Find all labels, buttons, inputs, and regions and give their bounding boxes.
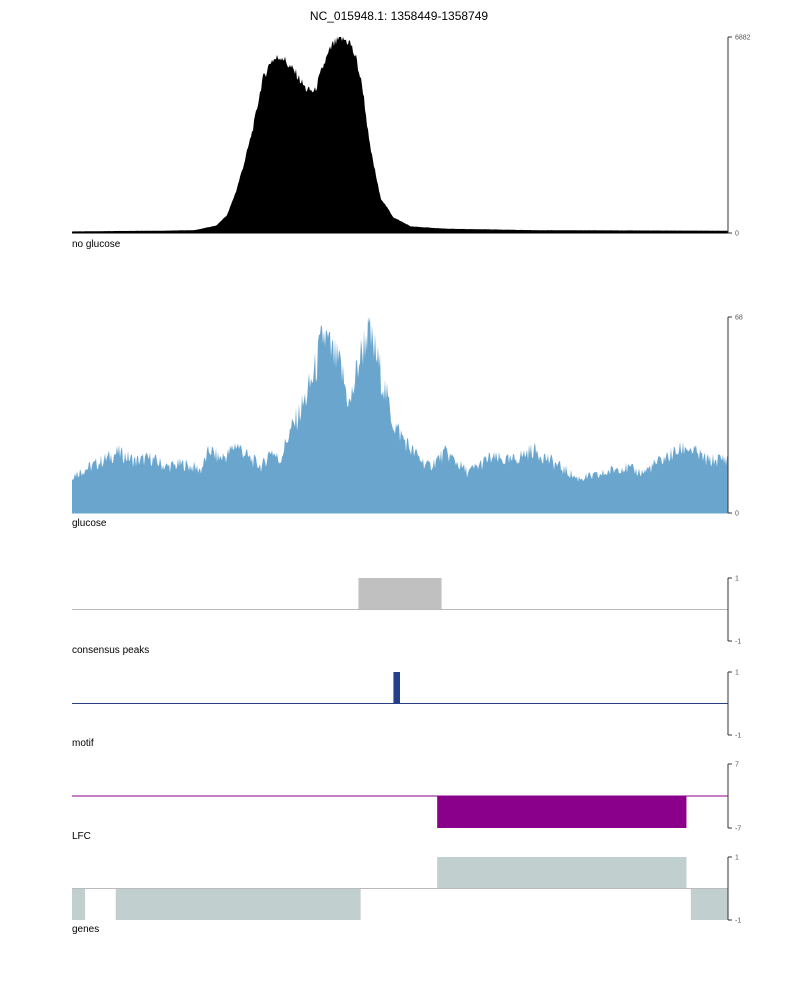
genes-interval-1 (115, 888, 361, 920)
consensus_peaks-y-axis: 1 -1 (727, 576, 741, 646)
no_glucose-coverage-area (72, 37, 728, 233)
consensus_peaks-interval-0 (358, 578, 442, 610)
genes-interval-3 (690, 888, 728, 920)
motif-track-label: motif (72, 738, 94, 749)
consensus_peaks-track-label: consensus peaks (72, 645, 149, 656)
lfc-track-label: LFC (72, 831, 91, 842)
glucose-tick-label: 68 (735, 315, 743, 322)
motif-tick-label: 1 (735, 670, 739, 677)
glucose-track-label: glucose (72, 518, 107, 529)
glucose-coverage-area (72, 317, 728, 513)
lfc-interval-0 (437, 796, 687, 828)
consensus_peaks-tick-label: -1 (735, 639, 741, 646)
no_glucose-tick-label: 6882 (735, 35, 751, 42)
no_glucose-track-label: no glucose (72, 239, 121, 250)
glucose-y-axis: 68 0 (727, 315, 743, 518)
consensus_peaks-tick-label: 1 (735, 576, 739, 583)
genes-interval-0 (72, 888, 86, 920)
no_glucose-tick-label: 0 (735, 231, 739, 238)
glucose-tick-label: 0 (735, 511, 739, 518)
genes-y-axis: 1 -1 (727, 855, 741, 925)
motif-tick-label: -1 (735, 733, 741, 740)
no_glucose-y-axis: 6882 0 (727, 35, 751, 238)
lfc-tick-label: -7 (735, 826, 741, 833)
motif-interval-0 (393, 672, 400, 704)
motif-y-axis: 1 -1 (727, 670, 741, 740)
chart-title: NC_015948.1: 1358449-1358749 (310, 9, 488, 23)
track-stack: 6882 0 no glucose 68 0 glucose 1 -1 consensus pe… (72, 35, 751, 935)
lfc-y-axis: 7 -7 (727, 762, 741, 833)
lfc-tick-label: 7 (735, 762, 739, 769)
genes-tick-label: -1 (735, 918, 741, 925)
genes-track-label: genes (72, 924, 99, 935)
genes-interval-2 (437, 857, 687, 889)
genes-tick-label: 1 (735, 855, 739, 862)
